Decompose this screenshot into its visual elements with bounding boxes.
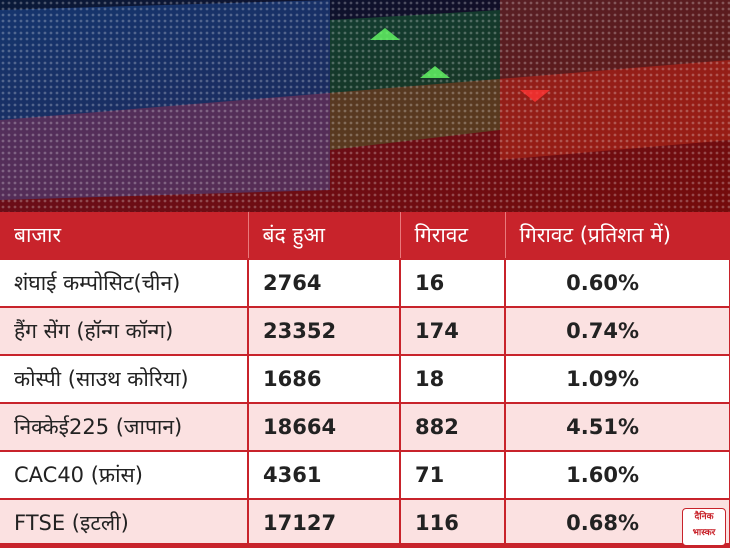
table-cell: 17127 bbox=[248, 498, 401, 546]
table-cell: CAC40 (फ्रांस) bbox=[0, 450, 249, 499]
table-cell: 116 bbox=[400, 498, 506, 546]
table-row: शंघाई कम्पोसिट(चीन) 2764 16 0.60% bbox=[0, 258, 730, 307]
table-row: निक्केई225 (जापान) 18664 882 4.51% bbox=[0, 402, 730, 451]
table-cell: शंघाई कम्पोसिट(चीन) bbox=[0, 258, 249, 307]
table-cell: निक्केई225 (जापान) bbox=[0, 402, 249, 451]
table-cell: 4.51% bbox=[505, 402, 730, 451]
table-cell: 0.60% bbox=[505, 258, 730, 307]
header-cell: गिरावट (प्रतिशत में) bbox=[505, 212, 730, 259]
table-cell: 1.09% bbox=[505, 354, 730, 403]
table-cell: हैंग सेंग (हॉन्ग कॉन्ग) bbox=[0, 306, 249, 355]
table-cell: 1686 bbox=[248, 354, 401, 403]
table-cell: 882 bbox=[400, 402, 506, 451]
table-row: हैंग सेंग (हॉन्ग कॉन्ग) 23352 174 0.74% bbox=[0, 306, 730, 355]
table-cell: कोस्पी (साउथ कोरिया) bbox=[0, 354, 249, 403]
logo: दैनिक भास्कर bbox=[682, 508, 726, 546]
table-row: FTSE (इटली) 17127 116 0.68% bbox=[0, 498, 730, 546]
table-row: CAC40 (फ्रांस) 4361 71 1.60% bbox=[0, 450, 730, 499]
table-cell: 18664 bbox=[248, 402, 401, 451]
table-cell: FTSE (इटली) bbox=[0, 498, 249, 546]
table-cell: 4361 bbox=[248, 450, 401, 499]
table-cell: 174 bbox=[400, 306, 506, 355]
market-table: बाजार बंद हुआ गिरावट गिरावट (प्रतिशत में) श… bbox=[0, 212, 730, 546]
bottom-bar bbox=[0, 543, 730, 548]
header-cell: बंद हुआ bbox=[248, 212, 401, 259]
table-row: कोस्पी (साउथ कोरिया) 1686 18 1.09% bbox=[0, 354, 730, 403]
table-cell: 23352 bbox=[248, 306, 401, 355]
table-cell: 0.74% bbox=[505, 306, 730, 355]
header-row: बाजार बंद हुआ गिरावट गिरावट (प्रतिशत में) bbox=[0, 212, 730, 259]
logo-text: दैनिक bbox=[694, 512, 714, 522]
table-cell: 71 bbox=[400, 450, 506, 499]
table-cell: 16 bbox=[400, 258, 506, 307]
logo-text: भास्कर bbox=[692, 528, 716, 538]
header-cell: गिरावट bbox=[400, 212, 506, 259]
header-cell: बाजार bbox=[0, 212, 249, 259]
table-cell: 18 bbox=[400, 354, 506, 403]
stock-ticker-photo bbox=[0, 0, 730, 212]
table-cell: 1.60% bbox=[505, 450, 730, 499]
table-cell: 2764 bbox=[248, 258, 401, 307]
